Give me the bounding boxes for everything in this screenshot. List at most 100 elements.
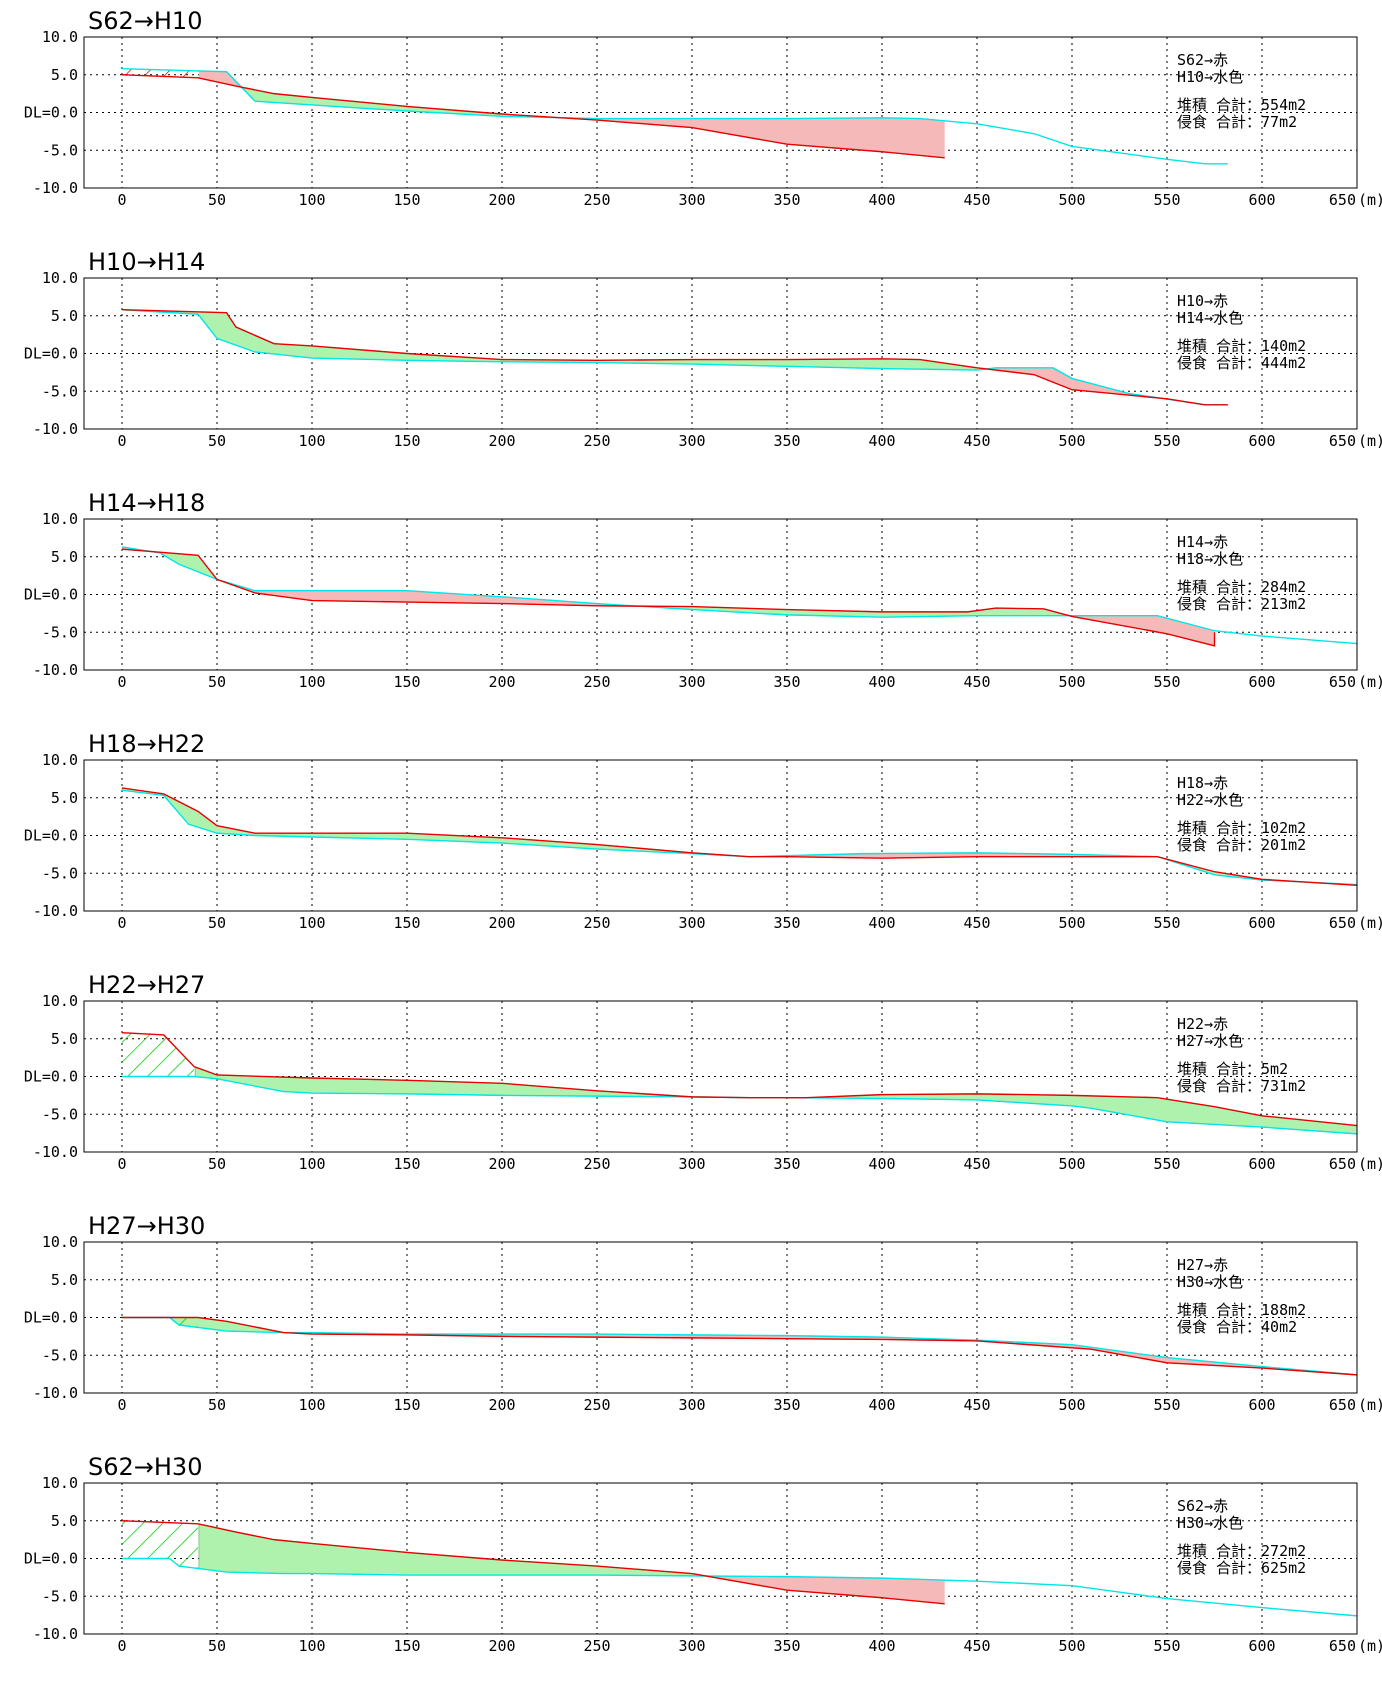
- series-line-h10: [121, 309, 1228, 406]
- plot-frame: [83, 759, 1358, 912]
- legend-old: H10→赤: [1177, 292, 1228, 310]
- x-tick-label: 650: [1329, 1637, 1356, 1655]
- x-tick-label: 500: [1058, 673, 1085, 691]
- x-tick-label: 250: [583, 914, 610, 932]
- x-tick-label: 150: [393, 1155, 420, 1173]
- plot-frame: [83, 1241, 1358, 1394]
- x-tick-label: 200: [488, 191, 515, 209]
- legend-new: H27→水色: [1177, 1032, 1243, 1050]
- y-tick-label: -5.0: [42, 623, 78, 641]
- legend-old: S62→赤: [1177, 1497, 1228, 1515]
- chart-title: H27→H30: [88, 1212, 205, 1240]
- plot-area: [121, 546, 1357, 647]
- x-tick-label: 450: [963, 191, 990, 209]
- y-tick-label: 10.0: [42, 1474, 78, 1492]
- x-tick-label: 50: [208, 673, 226, 691]
- erosion-total: 侵食 合計：201m2: [1177, 836, 1306, 854]
- x-tick-label: 250: [583, 673, 610, 691]
- x-tick-label: 50: [208, 914, 226, 932]
- y-tick-label: 10.0: [42, 510, 78, 528]
- x-tick-label: 400: [868, 673, 895, 691]
- x-tick-label: 450: [963, 1637, 990, 1655]
- y-tick-label: 10.0: [42, 28, 78, 46]
- x-tick-label: 100: [298, 1637, 325, 1655]
- x-tick-label: 50: [208, 191, 226, 209]
- hatched-deposition-area: [122, 1032, 195, 1077]
- y-tick-label: -10.0: [33, 1384, 78, 1402]
- erosion-area: [1070, 615, 1215, 646]
- x-tick-label: 600: [1248, 1637, 1275, 1655]
- legend-new: H18→水色: [1177, 550, 1243, 568]
- deposition-total: 堆積 合計：188m2: [1177, 1301, 1306, 1319]
- y-tick-label: -5.0: [42, 1105, 78, 1123]
- plot-frame: [83, 277, 1358, 430]
- grid-lines: [84, 519, 1358, 670]
- x-tick-label: 300: [678, 914, 705, 932]
- x-tick-label: 600: [1248, 432, 1275, 450]
- erosion-total: 侵食 合計：444m2: [1177, 354, 1306, 372]
- x-tick-label: 350: [773, 1155, 800, 1173]
- erosion-total: 侵食 合計：40m2: [1177, 1318, 1297, 1336]
- x-tick-label: 550: [1153, 1637, 1180, 1655]
- plot-area: [121, 309, 1228, 406]
- x-tick-label: 400: [868, 1396, 895, 1414]
- x-tick-label: 550: [1153, 914, 1180, 932]
- x-tick-label: 650: [1329, 1155, 1356, 1173]
- x-tick-label: 500: [1058, 1637, 1085, 1655]
- x-unit-label: (m): [1358, 673, 1382, 691]
- x-tick-label: 350: [773, 1396, 800, 1414]
- series-line-h22: [121, 789, 1357, 886]
- legend-old: H14→赤: [1177, 533, 1228, 551]
- y-tick-label: 10.0: [42, 269, 78, 287]
- grid-lines: [84, 760, 1358, 911]
- legend-new: H14→水色: [1177, 309, 1243, 327]
- legend-new: H30→水色: [1177, 1514, 1243, 1532]
- x-tick-label: 450: [963, 432, 990, 450]
- deposition-area: [124, 309, 986, 371]
- x-tick-label: 350: [773, 191, 800, 209]
- deposition-area: [241, 86, 557, 118]
- x-tick-label: 550: [1153, 1155, 1180, 1173]
- x-unit-label: (m): [1358, 1396, 1382, 1414]
- series-line-s62: [121, 1520, 945, 1605]
- chart-panel-2: H10→H14 10.0 5.0 DL=0.0 -5.0 -10.0 0 50 100 150 20…: [24, 248, 1382, 450]
- y-tick-label: 5.0: [51, 66, 78, 84]
- x-tick-label: 50: [208, 1396, 226, 1414]
- x-tick-label: 50: [208, 1637, 226, 1655]
- x-tick-label: 450: [963, 1155, 990, 1173]
- legend-old: H27→赤: [1177, 1256, 1228, 1274]
- x-tick-label: 300: [678, 1396, 705, 1414]
- y-tick-label: -10.0: [33, 661, 78, 679]
- x-tick-label: 600: [1248, 191, 1275, 209]
- series-line-h14: [121, 309, 1228, 406]
- y-tick-label: 5.0: [51, 1030, 78, 1048]
- x-tick-label: 650: [1329, 432, 1356, 450]
- y-tick-label: 5.0: [51, 1271, 78, 1289]
- x-tick-label: 250: [583, 1396, 610, 1414]
- x-tick-label: 250: [583, 1637, 610, 1655]
- x-tick-label: 250: [583, 432, 610, 450]
- x-tick-label: 150: [393, 1637, 420, 1655]
- deposition-total: 堆積 合計：140m2: [1177, 337, 1306, 355]
- x-tick-label: 200: [488, 1637, 515, 1655]
- chart-title: H14→H18: [88, 489, 205, 517]
- grid-lines: [84, 1242, 1358, 1393]
- erosion-area: [706, 1575, 945, 1604]
- plot-area: [121, 787, 1357, 887]
- x-tick-label: 150: [393, 1396, 420, 1414]
- y-tick-label: DL=0.0: [24, 1309, 78, 1327]
- hatched-deposition-area: [122, 1520, 198, 1569]
- plot-frame: [83, 1482, 1358, 1635]
- x-tick-label: 150: [393, 432, 420, 450]
- y-tick-label: DL=0.0: [24, 1068, 78, 1086]
- x-tick-label: 650: [1329, 1396, 1356, 1414]
- x-tick-label: 450: [963, 1396, 990, 1414]
- erosion-total: 侵食 合計：77m2: [1177, 113, 1297, 131]
- y-tick-label: -5.0: [42, 1346, 78, 1364]
- erosion-total: 侵食 合計：731m2: [1177, 1077, 1306, 1095]
- series-line-h22: [121, 1032, 1357, 1127]
- deposition-area: [1159, 856, 1305, 883]
- x-tick-label: 300: [678, 673, 705, 691]
- series-line-h10: [121, 68, 1228, 165]
- x-tick-label: 450: [963, 673, 990, 691]
